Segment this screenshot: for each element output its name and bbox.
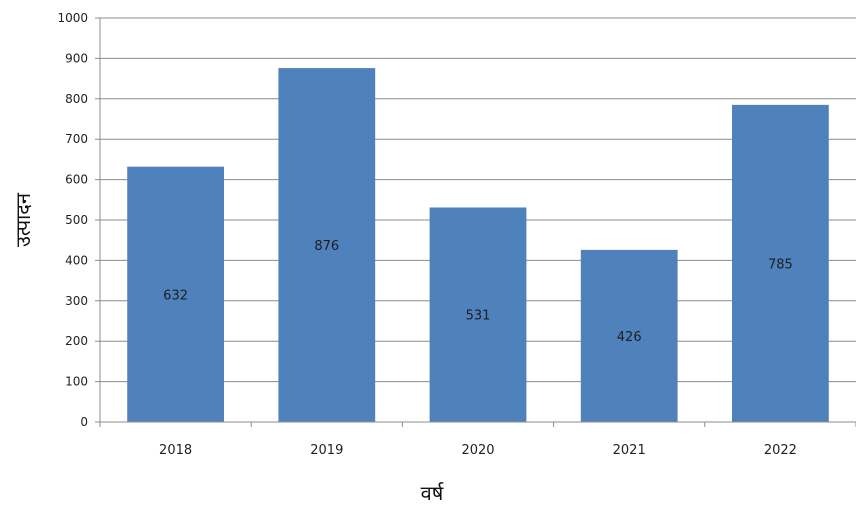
data-label-2018: 632 bbox=[163, 288, 188, 303]
x-tick-label-2019: 2019 bbox=[310, 443, 343, 458]
y-tick-label: 200 bbox=[65, 334, 88, 348]
y-tick-label: 600 bbox=[65, 173, 88, 187]
x-tick-labels: 2018 2019 2020 2021 2022 bbox=[99, 422, 856, 458]
data-label-2021: 426 bbox=[617, 330, 642, 345]
bar-2019 bbox=[278, 68, 376, 422]
data-labels: 632 876 531 426 785 bbox=[163, 239, 793, 345]
data-label-2019: 876 bbox=[314, 239, 339, 254]
y-tick-label: 500 bbox=[65, 213, 88, 227]
x-tick-label-2022: 2022 bbox=[764, 443, 797, 458]
x-tick-label-2020: 2020 bbox=[461, 443, 494, 458]
y-tick-label: 900 bbox=[65, 51, 88, 65]
x-tick-label-2018: 2018 bbox=[159, 443, 192, 458]
y-tick-label: 300 bbox=[65, 294, 88, 308]
y-tick-label: 1000 bbox=[57, 11, 88, 25]
y-tick-label: 700 bbox=[65, 132, 88, 146]
bar-2022 bbox=[732, 104, 829, 423]
bar-2020 bbox=[429, 207, 527, 422]
y-tick-label: 800 bbox=[65, 92, 88, 106]
data-label-2022: 785 bbox=[768, 257, 793, 272]
y-tick-label: 0 bbox=[80, 415, 88, 429]
bars bbox=[127, 68, 829, 423]
y-tick-label: 400 bbox=[65, 253, 88, 267]
bar-2018 bbox=[127, 166, 224, 422]
y-tick-label: 100 bbox=[65, 375, 88, 389]
y-axis-title: उत्पादन bbox=[11, 192, 35, 247]
x-tick-label-2021: 2021 bbox=[613, 443, 646, 458]
data-label-2020: 531 bbox=[466, 309, 491, 324]
bar-2021 bbox=[580, 249, 678, 422]
x-axis-title: वर्ष bbox=[421, 481, 445, 505]
y-tick-labels: 0 100 200 300 400 500 600 700 800 900 1000 bbox=[57, 11, 100, 429]
